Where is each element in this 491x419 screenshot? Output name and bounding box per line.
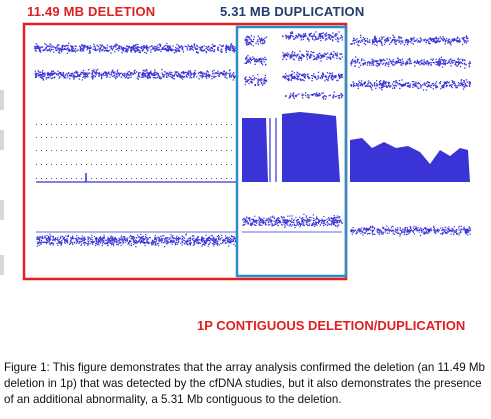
left-margin-bar <box>0 90 4 110</box>
plot-points <box>34 31 472 248</box>
left-margin-bar <box>0 130 4 150</box>
duplication-label: 5.31 MB DUPLICATION <box>220 4 365 19</box>
figure-caption: Figure 1: This figure demonstrates that … <box>4 361 485 406</box>
duplication-box <box>235 25 348 278</box>
reference-lines <box>36 124 232 179</box>
left-margin-bar <box>0 200 4 220</box>
left-margin-bar <box>0 255 4 275</box>
contiguous-label: 1P CONTIGUOUS DELETION/DUPLICATION <box>197 318 466 333</box>
deletion-label: 11.49 MB DELETION <box>27 4 156 19</box>
copy-number-fills <box>36 112 470 233</box>
